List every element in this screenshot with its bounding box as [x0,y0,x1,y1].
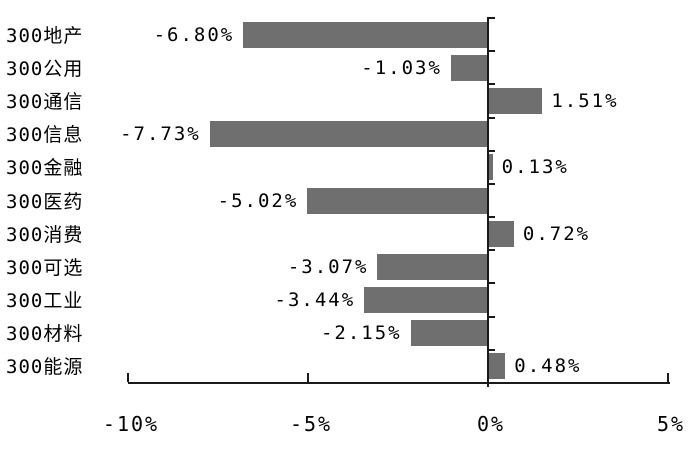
x-axis-tick [307,373,309,382]
value-label: 1.51% [551,89,619,112]
x-axis-tick-label: 0% [476,412,506,436]
zero-axis-tick [487,182,495,185]
x-axis-tick [667,373,669,382]
value-label: -7.73% [120,123,201,146]
bar [488,353,506,380]
zero-axis-tick [487,116,495,119]
value-label: 0.48% [514,355,582,378]
value-label: -6.80% [153,23,235,46]
category-label: 300材料 [6,323,84,346]
zero-axis-tick [487,17,495,19]
value-label: -3.07% [287,255,369,278]
bar [243,21,488,48]
value-label: -2.15% [320,322,402,345]
zero-axis-tick [487,83,495,86]
zero-axis-line [487,18,489,387]
category-label: 300工业 [6,290,84,313]
category-label: 300可选 [6,256,84,279]
category-label: 300金融 [6,157,84,180]
x-axis-tick [127,373,129,382]
x-axis-line [128,382,670,384]
category-label: 300信息 [6,124,84,147]
value-label: -1.03% [361,56,442,79]
zero-axis-tick [487,149,495,152]
zero-axis-tick [487,249,495,252]
bar [488,154,493,181]
category-label: 300地产 [6,24,84,47]
bar [209,121,488,148]
value-label: -3.44% [274,289,356,312]
category-label: 300公用 [6,57,84,80]
x-axis-tick-label: -5% [289,412,333,436]
x-axis-tick-label: -10% [102,412,160,436]
zero-axis-tick [487,216,495,219]
bar [364,287,488,314]
bar [488,87,543,114]
bar [307,187,488,214]
category-label: 300通信 [6,90,84,113]
zero-axis-tick [487,50,495,53]
zero-axis-tick [487,315,495,318]
value-label: 0.13% [501,156,569,179]
zero-axis-tick [487,348,495,351]
bar [377,253,488,280]
category-label: 300消费 [6,223,84,246]
bar [410,320,488,347]
category-label: 300能源 [6,356,84,379]
value-label: 0.72% [522,222,591,245]
bar [488,220,514,247]
zero-axis-tick [487,282,495,285]
bar [450,54,488,81]
value-label: -5.02% [217,189,299,212]
x-axis-tick-label: 5% [656,412,686,436]
category-label: 300医药 [6,190,84,213]
